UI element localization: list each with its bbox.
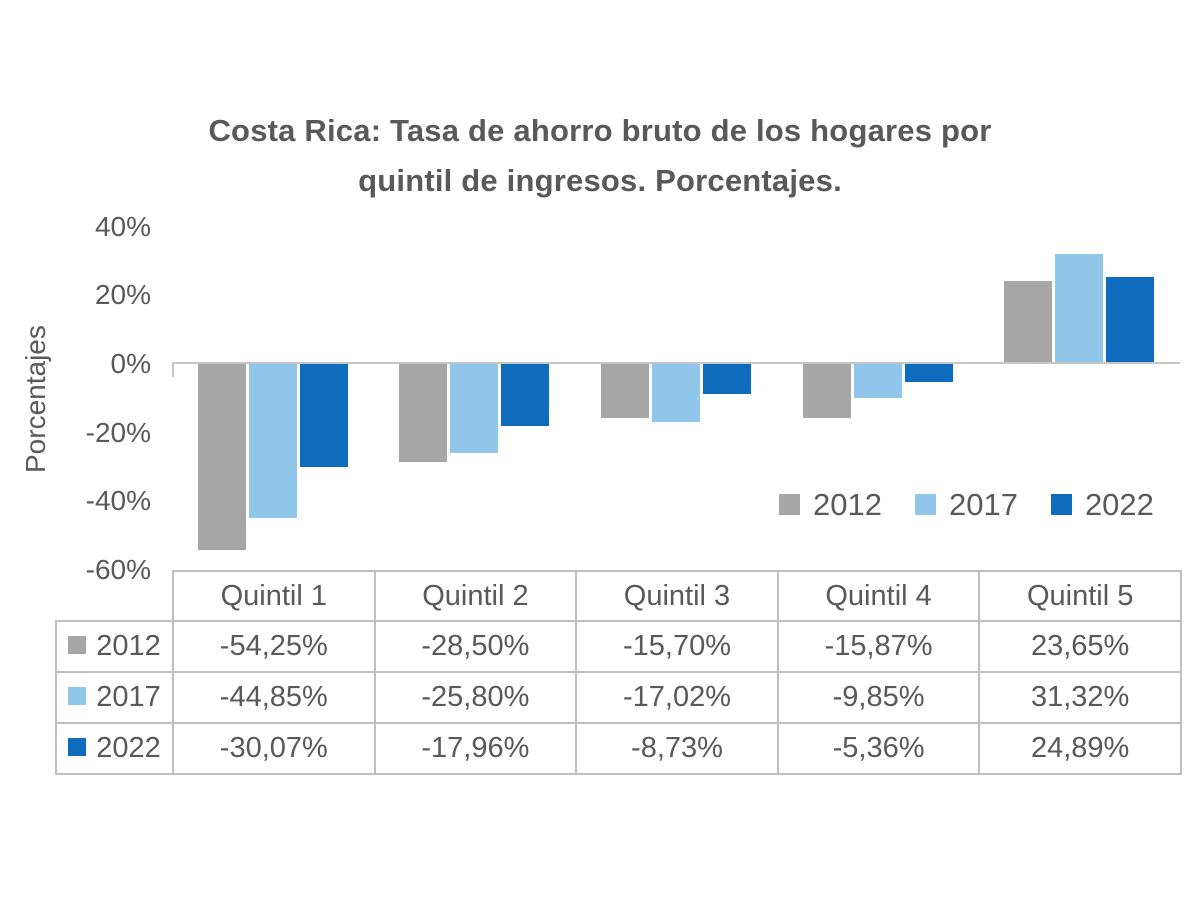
table-cell-2017-q5: 31,32% [978,671,1182,724]
table-row-2022: 2022 -30,07% -17,96% -8,73% -5,36% 24,89% [55,722,1182,775]
row-key-icon-2022 [68,738,87,757]
row-header-2022: 2022 [55,722,174,775]
col-header-quintil-5: Quintil 5 [978,570,1182,622]
chart-title-line1: Costa Rica: Tasa de ahorro bruto de los … [208,113,992,148]
table-cell-2017-q4: -9,85% [776,671,981,724]
legend-label-2017: 2017 [948,487,1018,522]
chart-title-line2: quintil de ingresos. Porcentajes. [358,163,842,198]
table-cell-2017-q3: -17,02% [575,671,779,724]
row-key-icon-2012 [68,636,87,655]
col-header-quintil-2: Quintil 2 [373,570,578,622]
y-tick-label--60: -60% [85,553,151,585]
table-row-2012: 2012 -54,25% -28,50% -15,70% -15,87% 23,65% [55,620,1182,673]
legend-item-2012: 2012 [779,489,882,520]
table-cell-2022-q4: -5,36% [776,722,981,775]
row-header-label-2012: 2012 [96,630,161,662]
table-cell-2012-q5: 23,65% [978,620,1182,673]
table-cell-2022-q5: 24,89% [978,722,1182,775]
bar-2012-quintil-2 [399,364,448,462]
y-axis-title: Porcentajes [20,325,51,473]
col-header-quintil-3: Quintil 3 [575,570,779,622]
bar-2012-quintil-1 [197,364,246,551]
bar-2022-quintil-5 [1106,276,1155,362]
row-header-2017: 2017 [55,671,174,724]
row-header-2012: 2012 [55,620,174,673]
bar-2012-quintil-5 [1004,280,1053,362]
table-cell-2012-q4: -15,87% [776,620,981,673]
bar-2022-quintil-2 [501,364,550,426]
bar-2017-quintil-4 [853,364,902,398]
legend-item-2017: 2017 [914,487,1018,522]
bar-2012-quintil-3 [601,364,649,418]
legend-label-2022: 2022 [1084,487,1154,522]
legend-label-2012: 2012 [813,487,882,522]
table-cell-2017-q1: -44,85% [172,671,376,724]
legend-item-2022: 2022 [1050,487,1154,522]
bar-2017-quintil-2 [450,364,499,453]
legend-key-icon-2012 [779,494,800,515]
row-header-label-2017: 2017 [96,681,161,713]
data-table-wrap: Quintil 1 Quintil 2 Quintil 3 Quintil 4 Quin… [55,570,1182,775]
bar-2017-quintil-1 [248,364,297,518]
col-header-quintil-1: Quintil 1 [172,570,376,622]
table-cell-2022-q2: -17,96% [373,722,578,775]
table-header-row: Quintil 1 Quintil 2 Quintil 3 Quintil 4 Quin… [56,570,1182,622]
legend-key-icon-2017 [914,494,936,515]
bar-2022-quintil-1 [299,364,348,468]
data-table: Quintil 1 Quintil 2 Quintil 3 Quintil 4 Quin… [55,570,1182,775]
x-axis-line [172,362,1180,364]
bar-2017-quintil-5 [1055,254,1104,362]
y-tick-label-0: 0% [110,348,151,379]
legend: 2012 2017 2022 [779,489,1154,520]
table-row-2017: 2017 -44,85% -25,80% -17,02% -9,85% 31,32% [55,671,1182,724]
chart-title: Costa Rica: Tasa de ahorro bruto de los … [0,106,1200,206]
table-cell-2012-q3: -15,70% [575,620,779,673]
bar-2022-quintil-4 [904,364,953,383]
y-tick-label--40: -40% [85,485,151,517]
y-tick-label--20: -20% [85,416,151,448]
table-cell-2012-q1: -54,25% [172,620,376,673]
bar-2017-quintil-3 [652,364,700,423]
table-cell-2022-q1: -30,07% [172,722,376,775]
table-cell-2022-q3: -8,73% [575,722,779,775]
table-corner-cell [56,571,173,621]
table-cell-2012-q2: -28,50% [373,620,578,673]
x-axis-tick [172,362,174,377]
row-key-icon-2017 [68,687,87,706]
bar-2012-quintil-4 [802,364,851,419]
row-header-label-2022: 2022 [96,732,161,764]
legend-key-icon-2022 [1050,494,1072,515]
y-tick-label-20: 20% [94,279,151,311]
col-header-quintil-4: Quintil 4 [776,570,981,622]
table-cell-2017-q2: -25,80% [373,671,578,724]
y-tick-label-40: 40% [94,210,151,242]
bar-2022-quintil-3 [703,364,751,394]
